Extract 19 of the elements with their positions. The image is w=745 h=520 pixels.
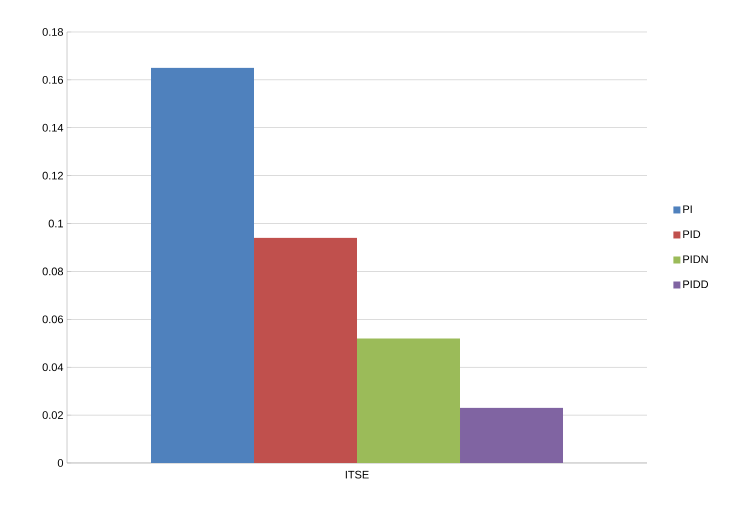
legend-label: PIDN xyxy=(683,255,708,264)
bar xyxy=(357,338,460,463)
y-tick-label: 0.04 xyxy=(42,363,64,372)
legend-label: PID xyxy=(683,230,700,238)
y-tick-label: 0.14 xyxy=(42,124,64,132)
y-tick-label: 0.12 xyxy=(42,172,63,180)
y-tick-label: 0 xyxy=(58,459,64,467)
y-tick-label: 0.16 xyxy=(42,76,63,84)
y-tick-label: 0.06 xyxy=(42,315,63,324)
legend-label: PIDD xyxy=(683,280,708,288)
x-tick-label: ITSE xyxy=(346,470,369,479)
bar xyxy=(151,68,254,463)
y-tick-label: 0.18 xyxy=(42,28,63,36)
y-tick-label: 0.08 xyxy=(42,268,63,276)
legend-label: PI xyxy=(683,205,692,213)
bar xyxy=(460,408,564,463)
y-tick-label: 0.02 xyxy=(42,411,63,419)
bar xyxy=(254,238,358,463)
y-tick-label: 0.1 xyxy=(48,220,63,228)
